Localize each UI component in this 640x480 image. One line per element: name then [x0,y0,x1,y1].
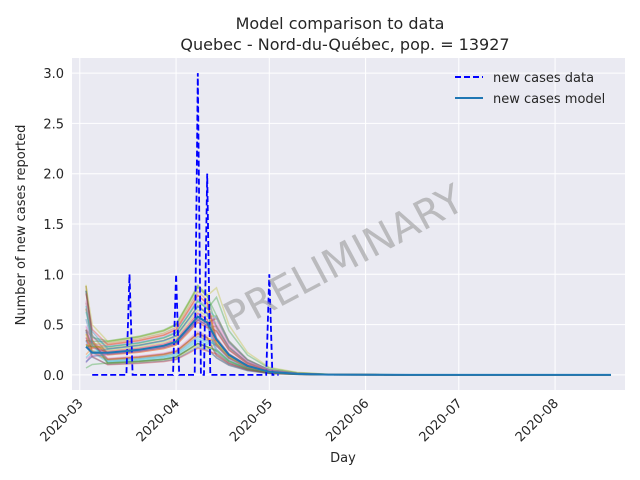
x-tick-label: 2020-03 [38,396,87,445]
x-tick-label: 2020-04 [134,396,183,445]
y-tick-labels: 0.0 0.5 1.0 1.5 2.0 2.5 3.0 [43,67,64,384]
series-layer [85,73,611,376]
x-tick-label: 2020-05 [227,396,276,445]
x-tick-labels: 2020-03 2020-04 2020-05 2020-06 2020-07 2020-… [38,396,562,445]
legend: new cases data new cases model [455,71,605,107]
y-tick-label: 1.5 [43,218,64,233]
y-tick-label: 2.5 [43,117,64,132]
x-axis-label: Day [330,451,356,466]
chart-subtitle: Quebec - Nord-du-Québec, pop. = 13927 [180,35,509,54]
y-tick-label: 3.0 [43,67,64,82]
y-axis-label: Number of new cases reported [14,125,29,326]
x-tick-label: 2020-07 [417,396,466,445]
x-tick-label: 2020-08 [513,396,562,445]
x-tick-label: 2020-06 [323,396,372,445]
y-tick-label: 1.0 [43,268,64,283]
legend-label-model: new cases model [493,92,605,107]
model-series-line [85,315,611,376]
legend-label-data: new cases data [493,71,594,86]
data-series-line [92,73,279,376]
ensemble-line [85,285,611,376]
y-tick-label: 0.5 [43,319,64,334]
y-tick-label: 0.0 [43,369,64,384]
y-tick-label: 2.0 [43,168,64,183]
chart-title: Model comparison to data [236,14,445,33]
grid [72,58,625,390]
